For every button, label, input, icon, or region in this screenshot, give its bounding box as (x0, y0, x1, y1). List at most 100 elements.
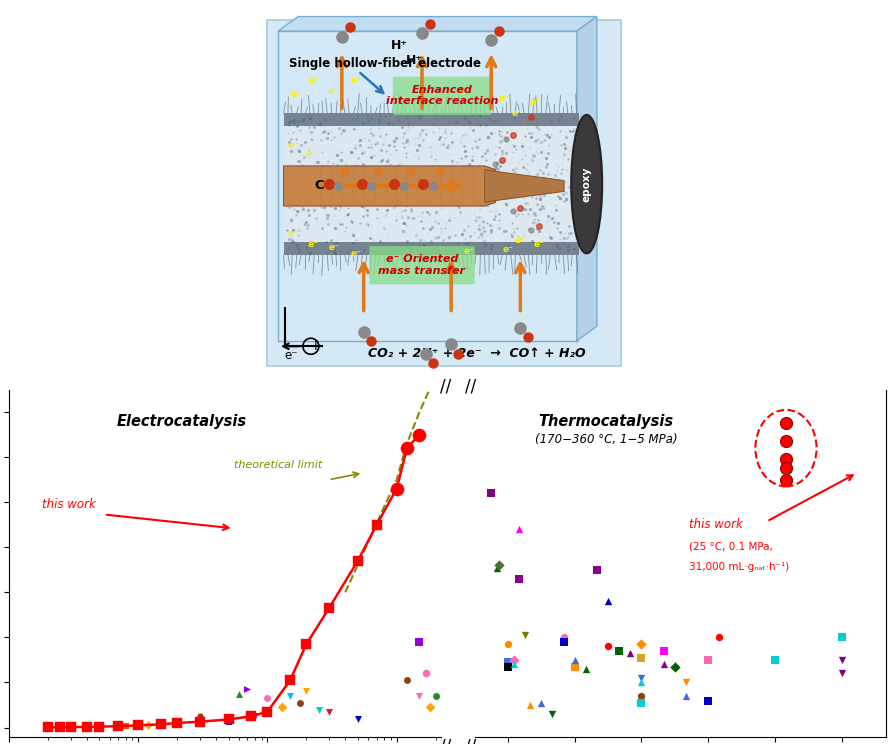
Polygon shape (283, 113, 578, 255)
Text: theoretical limit: theoretical limit (233, 460, 322, 469)
Point (511, 573, 526, 585)
Text: e⁻: e⁻ (287, 141, 298, 150)
Point (92, 720, 106, 732)
Point (567, 661, 581, 673)
Text: e⁻: e⁻ (502, 246, 512, 254)
Text: e⁻: e⁻ (498, 94, 509, 103)
Point (260, 693, 274, 705)
Text: +: + (309, 339, 321, 353)
Text: (25 °C, 0.1 MPa,: (25 °C, 0.1 MPa, (687, 541, 772, 551)
Point (700, 695, 714, 707)
Point (534, 697, 548, 709)
Ellipse shape (570, 115, 602, 254)
Point (544, 708, 559, 720)
Point (634, 638, 648, 650)
Point (170, 715, 184, 727)
Point (192, 711, 207, 722)
Text: H⁺: H⁺ (391, 39, 408, 52)
Point (634, 672, 648, 684)
Text: H⁺: H⁺ (405, 54, 422, 67)
Text: this work: this work (687, 519, 741, 531)
Point (667, 661, 681, 673)
Point (678, 676, 692, 688)
Text: Electrocatalysis: Electrocatalysis (116, 414, 247, 429)
Text: e⁻: e⁻ (350, 76, 361, 85)
Text: Enhanced
interface reaction: Enhanced interface reaction (385, 85, 498, 106)
Point (634, 690, 648, 702)
Point (833, 654, 848, 666)
Text: epoxy: epoxy (581, 167, 591, 202)
Text: e⁻: e⁻ (350, 249, 361, 258)
Text: CO₂: CO₂ (314, 179, 341, 193)
Point (506, 654, 520, 666)
Point (634, 697, 648, 709)
Polygon shape (283, 166, 495, 206)
Point (63, 719, 78, 731)
FancyBboxPatch shape (266, 20, 620, 366)
Text: e⁻: e⁻ (327, 87, 338, 96)
Point (484, 487, 498, 499)
Text: this work: this work (41, 498, 96, 510)
Point (221, 716, 235, 728)
Point (322, 706, 336, 718)
Text: //: // (464, 377, 476, 395)
Point (778, 435, 792, 447)
Text: e⁻: e⁻ (283, 349, 297, 362)
Text: e⁻: e⁻ (305, 149, 316, 158)
Point (712, 632, 726, 644)
Point (428, 690, 443, 702)
Text: e⁻: e⁻ (529, 97, 540, 106)
Text: Single hollow-fiber electrode: Single hollow-fiber electrode (289, 57, 480, 71)
Point (556, 636, 570, 648)
Text: e⁻: e⁻ (307, 240, 317, 248)
Point (517, 629, 531, 641)
Point (678, 690, 692, 702)
Point (293, 697, 308, 709)
Text: e⁻ Oriented
mass transfer: e⁻ Oriented mass transfer (378, 254, 465, 276)
Point (248, 711, 262, 722)
Point (567, 654, 581, 666)
Point (578, 663, 593, 675)
Point (767, 654, 781, 666)
Point (600, 595, 614, 607)
Point (656, 645, 670, 657)
Point (634, 676, 648, 688)
Text: //: // (439, 377, 451, 395)
Text: e⁻: e⁻ (460, 87, 470, 96)
Point (656, 658, 670, 670)
FancyBboxPatch shape (392, 77, 491, 115)
Text: −: − (300, 339, 312, 353)
Text: e⁻: e⁻ (308, 76, 319, 85)
Text: e⁻: e⁻ (514, 236, 525, 245)
Point (400, 674, 414, 686)
Point (700, 654, 714, 666)
Point (299, 685, 313, 697)
Point (611, 645, 626, 657)
Text: e⁻: e⁻ (329, 243, 340, 252)
Point (492, 559, 506, 571)
Point (418, 667, 433, 679)
Polygon shape (485, 170, 563, 202)
Point (622, 647, 637, 659)
Text: Thermocatalysis: Thermocatalysis (538, 414, 673, 429)
Point (511, 523, 526, 535)
Point (422, 702, 436, 713)
Point (501, 638, 515, 650)
Point (600, 641, 614, 652)
Point (833, 632, 848, 644)
Point (412, 690, 426, 702)
Point (118, 719, 132, 731)
Point (311, 704, 325, 716)
Polygon shape (577, 16, 596, 341)
Text: //: // (439, 738, 451, 744)
Text: 31,000 mL·gₙₐₜ·h⁻¹): 31,000 mL·gₙₐₜ·h⁻¹) (687, 562, 788, 572)
Point (412, 636, 426, 648)
Point (833, 667, 848, 679)
Text: e⁻: e⁻ (463, 247, 475, 256)
Text: CO₂ + 2H⁺ + 2e⁻  →  CO↑ + H₂O: CO₂ + 2H⁺ + 2e⁻ → CO↑ + H₂O (367, 347, 585, 360)
Text: //: // (464, 738, 476, 744)
Text: e⁻: e⁻ (510, 109, 521, 118)
Point (556, 632, 570, 644)
Text: e⁻: e⁻ (533, 240, 544, 248)
Polygon shape (283, 113, 578, 126)
